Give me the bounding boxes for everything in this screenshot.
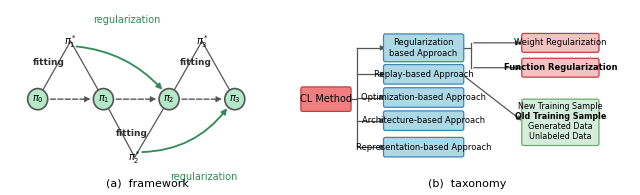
Text: $\pi_0$: $\pi_0$ xyxy=(32,93,44,105)
Text: Representation-based Approach: Representation-based Approach xyxy=(356,143,492,152)
Text: $\pi_1$: $\pi_1$ xyxy=(98,93,109,105)
Text: Unlabeled Data: Unlabeled Data xyxy=(529,132,591,141)
Text: $\pi_3$: $\pi_3$ xyxy=(229,93,241,105)
Text: Weight Regularization: Weight Regularization xyxy=(514,38,607,47)
Text: $\pi_2^*$: $\pi_2^*$ xyxy=(128,149,141,166)
Text: Architecture-based Approach: Architecture-based Approach xyxy=(362,116,485,125)
FancyBboxPatch shape xyxy=(522,99,599,145)
Text: CL Method: CL Method xyxy=(300,94,352,104)
Circle shape xyxy=(159,89,179,110)
Text: Function Regularization: Function Regularization xyxy=(504,63,617,72)
Circle shape xyxy=(225,89,245,110)
FancyBboxPatch shape xyxy=(301,87,351,111)
Text: $\pi_1^*$: $\pi_1^*$ xyxy=(64,33,77,50)
Circle shape xyxy=(93,89,113,110)
Text: $\pi_3^*$: $\pi_3^*$ xyxy=(196,33,209,50)
FancyBboxPatch shape xyxy=(383,88,464,107)
Text: fitting: fitting xyxy=(33,58,65,67)
Text: fitting: fitting xyxy=(180,58,212,67)
Text: regularization: regularization xyxy=(93,15,161,25)
FancyBboxPatch shape xyxy=(383,111,464,130)
Text: (a)  framework: (a) framework xyxy=(106,179,189,189)
Circle shape xyxy=(28,89,48,110)
Text: (b)  taxonomy: (b) taxonomy xyxy=(428,179,506,189)
FancyBboxPatch shape xyxy=(522,58,599,77)
Text: $\pi_2$: $\pi_2$ xyxy=(163,93,175,105)
Text: regularization: regularization xyxy=(170,172,237,182)
FancyBboxPatch shape xyxy=(383,34,464,62)
Text: Replay-based Approach: Replay-based Approach xyxy=(374,70,474,79)
Text: New Training Sample: New Training Sample xyxy=(518,102,603,111)
Text: Regularization
based Approach: Regularization based Approach xyxy=(390,38,458,58)
FancyBboxPatch shape xyxy=(383,137,464,157)
Text: fitting: fitting xyxy=(116,129,147,138)
Text: Optimization-based Approach: Optimization-based Approach xyxy=(361,93,486,102)
Text: Old Training Sample: Old Training Sample xyxy=(515,112,606,121)
FancyBboxPatch shape xyxy=(383,65,464,84)
Text: Generated Data: Generated Data xyxy=(528,122,593,131)
FancyBboxPatch shape xyxy=(522,33,599,52)
